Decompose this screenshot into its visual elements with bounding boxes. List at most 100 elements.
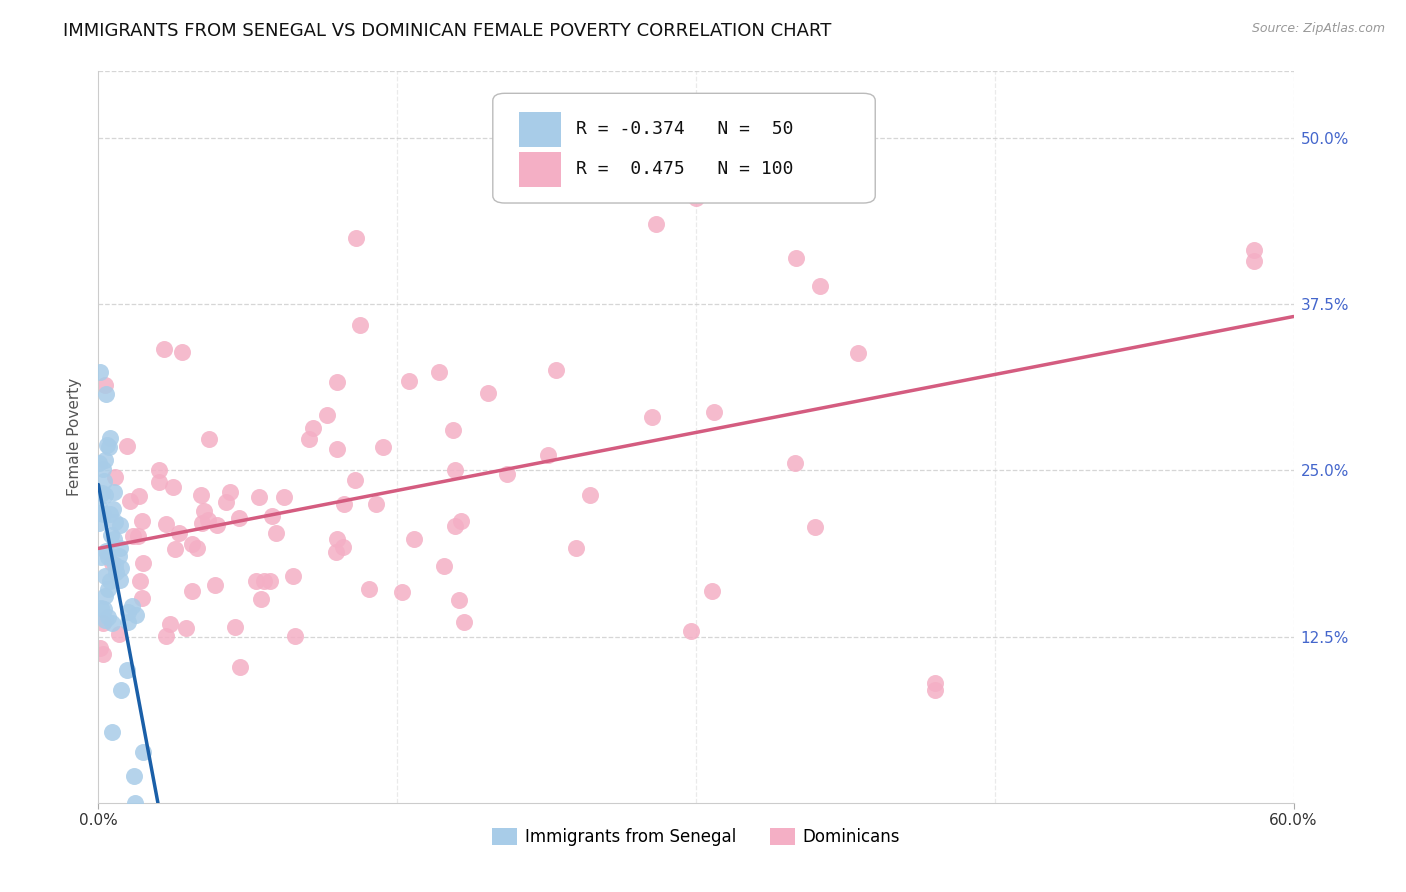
Dominicans bbox=[326, 533, 349, 547]
Immigrants from Senegal bbox=[131, 745, 153, 759]
Dominicans bbox=[205, 518, 228, 533]
Dominicans bbox=[249, 491, 271, 505]
Dominicans bbox=[120, 493, 142, 508]
Dominicans bbox=[107, 626, 129, 640]
Dominicans bbox=[122, 529, 145, 543]
Dominicans bbox=[398, 374, 420, 388]
Dominicans bbox=[681, 624, 703, 639]
Dominicans bbox=[703, 405, 725, 419]
Immigrants from Senegal bbox=[90, 486, 112, 500]
Immigrants from Senegal bbox=[98, 440, 121, 454]
Dominicans bbox=[91, 615, 114, 630]
Immigrants from Senegal bbox=[94, 613, 117, 627]
Dominicans bbox=[131, 591, 153, 605]
Immigrants from Senegal bbox=[108, 518, 131, 533]
Dominicans bbox=[846, 345, 869, 359]
Dominicans bbox=[148, 463, 170, 477]
Dominicans bbox=[253, 574, 276, 589]
Dominicans bbox=[427, 365, 450, 379]
Immigrants from Senegal bbox=[87, 516, 110, 530]
Immigrants from Senegal bbox=[110, 561, 132, 575]
Immigrants from Senegal bbox=[103, 532, 125, 546]
Dominicans bbox=[167, 525, 190, 540]
Dominicans bbox=[344, 231, 367, 245]
Dominicans bbox=[193, 503, 215, 517]
FancyBboxPatch shape bbox=[494, 94, 876, 203]
Dominicans bbox=[159, 616, 181, 631]
FancyBboxPatch shape bbox=[519, 112, 561, 146]
Immigrants from Senegal bbox=[121, 599, 143, 614]
Dominicans bbox=[444, 518, 467, 533]
Text: R = -0.374   N =  50: R = -0.374 N = 50 bbox=[576, 120, 794, 138]
Dominicans bbox=[1243, 253, 1265, 268]
Immigrants from Senegal bbox=[124, 769, 146, 783]
Immigrants from Senegal bbox=[101, 616, 124, 631]
Immigrants from Senegal bbox=[100, 725, 122, 739]
Dominicans bbox=[181, 583, 204, 598]
Immigrants from Senegal bbox=[104, 565, 127, 579]
Text: R =  0.475   N = 100: R = 0.475 N = 100 bbox=[576, 161, 794, 178]
Immigrants from Senegal bbox=[94, 453, 117, 467]
Dominicans bbox=[326, 442, 349, 457]
Immigrants from Senegal bbox=[89, 500, 111, 515]
Dominicans bbox=[298, 432, 321, 446]
Dominicans bbox=[325, 375, 347, 389]
Dominicans bbox=[191, 516, 214, 530]
Immigrants from Senegal bbox=[91, 508, 114, 522]
Immigrants from Senegal bbox=[100, 528, 122, 542]
Dominicans bbox=[565, 541, 588, 555]
Dominicans bbox=[645, 217, 668, 231]
FancyBboxPatch shape bbox=[519, 152, 561, 187]
Dominicans bbox=[1243, 243, 1265, 257]
Dominicans bbox=[349, 318, 371, 333]
Dominicans bbox=[260, 508, 283, 523]
Immigrants from Senegal bbox=[96, 544, 118, 558]
Immigrants from Senegal bbox=[97, 610, 120, 624]
Immigrants from Senegal bbox=[93, 602, 115, 616]
Dominicans bbox=[364, 497, 387, 511]
Immigrants from Senegal bbox=[91, 462, 114, 476]
Immigrants from Senegal bbox=[104, 515, 127, 529]
Dominicans bbox=[477, 386, 499, 401]
Dominicans bbox=[783, 456, 806, 470]
Dominicans bbox=[333, 497, 356, 511]
Dominicans bbox=[443, 463, 465, 477]
Immigrants from Senegal bbox=[108, 541, 131, 556]
Immigrants from Senegal bbox=[94, 589, 117, 603]
Immigrants from Senegal bbox=[104, 558, 127, 572]
Dominicans bbox=[924, 682, 946, 697]
Dominicans bbox=[162, 480, 184, 494]
Immigrants from Senegal bbox=[96, 387, 118, 401]
Dominicans bbox=[115, 439, 138, 453]
Dominicans bbox=[155, 629, 177, 643]
Immigrants from Senegal bbox=[90, 600, 112, 615]
Dominicans bbox=[155, 516, 177, 531]
Immigrants from Senegal bbox=[125, 607, 148, 622]
Dominicans bbox=[495, 467, 517, 482]
Dominicans bbox=[89, 640, 111, 655]
Dominicans bbox=[273, 490, 295, 504]
Dominicans bbox=[148, 475, 170, 490]
Legend: Immigrants from Senegal, Dominicans: Immigrants from Senegal, Dominicans bbox=[485, 822, 907, 853]
Dominicans bbox=[132, 556, 155, 570]
Dominicans bbox=[128, 574, 150, 589]
Dominicans bbox=[325, 545, 347, 559]
Immigrants from Senegal bbox=[101, 502, 124, 516]
Immigrants from Senegal bbox=[98, 431, 121, 445]
Dominicans bbox=[127, 529, 149, 543]
Immigrants from Senegal bbox=[96, 438, 118, 452]
Dominicans bbox=[641, 409, 664, 424]
Immigrants from Senegal bbox=[110, 683, 132, 698]
Dominicans bbox=[391, 585, 413, 599]
Immigrants from Senegal bbox=[115, 663, 138, 677]
Dominicans bbox=[264, 526, 287, 541]
Dominicans bbox=[578, 487, 600, 501]
Dominicans bbox=[204, 578, 226, 592]
Immigrants from Senegal bbox=[124, 796, 146, 810]
Dominicans bbox=[259, 574, 281, 588]
Dominicans bbox=[228, 511, 250, 525]
Immigrants from Senegal bbox=[117, 615, 139, 629]
Dominicans bbox=[785, 251, 807, 265]
Dominicans bbox=[94, 378, 117, 392]
Y-axis label: Female Poverty: Female Poverty bbox=[67, 378, 83, 496]
